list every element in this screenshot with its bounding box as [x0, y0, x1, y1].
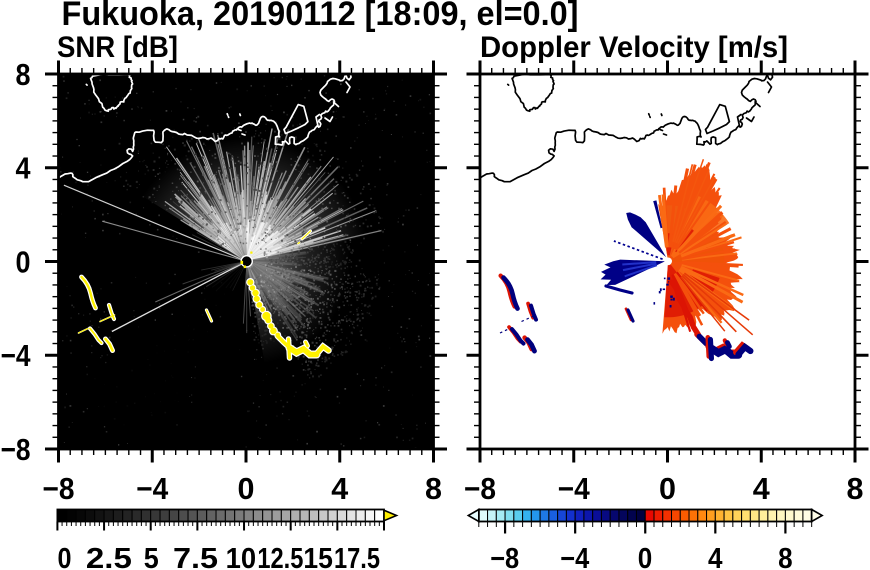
svg-text:10: 10 — [226, 543, 257, 570]
svg-text:4: 4 — [708, 543, 723, 570]
svg-text:−4: −4 — [136, 472, 168, 506]
svg-text:8: 8 — [778, 543, 793, 570]
svg-text:0: 0 — [638, 543, 653, 570]
svg-text:0: 0 — [659, 472, 676, 506]
svg-text:−4: −4 — [560, 543, 589, 570]
svg-text:−8: −8 — [1, 432, 31, 467]
svg-text:4: 4 — [753, 472, 770, 506]
svg-text:SNR [dB]: SNR [dB] — [57, 31, 178, 64]
svg-text:0: 0 — [16, 244, 31, 279]
svg-text:17.5: 17.5 — [334, 543, 380, 570]
svg-text:4: 4 — [331, 472, 348, 506]
svg-text:15: 15 — [303, 543, 333, 570]
svg-text:0: 0 — [58, 543, 72, 570]
svg-text:8: 8 — [847, 472, 864, 506]
svg-text:0: 0 — [238, 472, 255, 506]
svg-text:12.5: 12.5 — [257, 543, 303, 570]
svg-text:−8: −8 — [43, 472, 75, 506]
svg-text:Fukuoka, 20190112 [18:09, el=0: Fukuoka, 20190112 [18:09, el=0.0] — [62, 0, 579, 33]
svg-text:Doppler Velocity [m/s]: Doppler Velocity [m/s] — [480, 31, 788, 64]
svg-text:−4: −4 — [1, 338, 32, 373]
svg-text:7.5: 7.5 — [173, 543, 218, 570]
svg-text:5: 5 — [144, 543, 159, 570]
svg-text:−8: −8 — [490, 543, 519, 570]
svg-text:4: 4 — [16, 151, 32, 186]
svg-text:8: 8 — [16, 57, 31, 92]
svg-text:−8: −8 — [464, 472, 496, 506]
svg-text:8: 8 — [425, 472, 442, 506]
svg-text:2.5: 2.5 — [86, 543, 132, 570]
svg-text:−4: −4 — [558, 472, 590, 506]
